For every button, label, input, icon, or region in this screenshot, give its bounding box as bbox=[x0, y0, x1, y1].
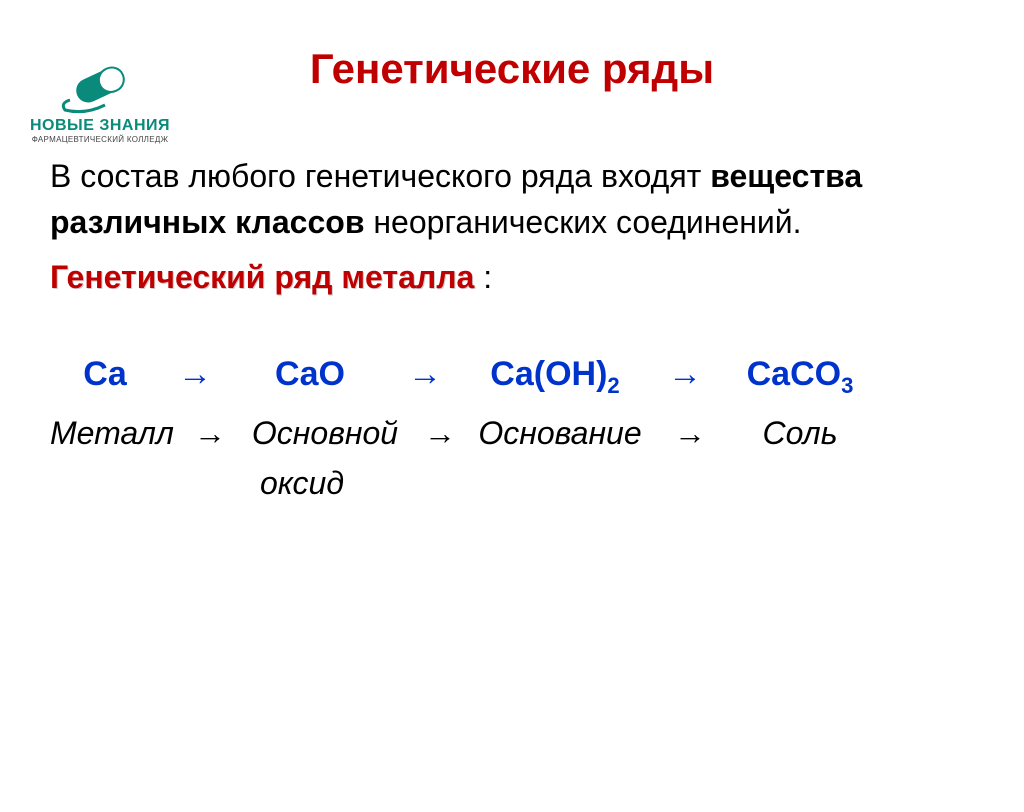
arrow-icon: → bbox=[390, 350, 460, 399]
metal-series-heading: Генетический ряд металла : bbox=[50, 254, 974, 300]
logo-title: НОВЫЕ ЗНАНИЯ bbox=[20, 117, 180, 135]
label-row-2: оксид bbox=[50, 460, 974, 506]
intro-paragraph: В состав любого генетического ряда входя… bbox=[50, 153, 974, 246]
arrow-icon: → bbox=[660, 410, 720, 456]
formula-caco3: CaCO3 bbox=[720, 350, 880, 402]
formula-caoh2: Ca(OH)2 bbox=[460, 350, 650, 402]
reaction-chain: Ca → CaO → Ca(OH)2 → CaCO3 Металл → Осно… bbox=[50, 350, 974, 507]
logo-subtitle: ФАРМАЦЕВТИЧЕСКИЙ КОЛЛЕДЖ bbox=[20, 135, 180, 144]
content-area: В состав любого генетического ряда входя… bbox=[0, 153, 1024, 507]
subheading-text: Генетический ряд металла bbox=[50, 259, 474, 295]
formula-cao: CaO bbox=[230, 350, 390, 399]
label-salt: Соль bbox=[720, 410, 880, 456]
subheading-colon: : bbox=[474, 259, 492, 295]
intro-part2: неорганических соединений. bbox=[364, 204, 801, 240]
arrow-icon: → bbox=[190, 410, 230, 456]
logo-icon bbox=[55, 55, 145, 115]
label-base: Основание bbox=[460, 410, 660, 456]
label-metal: Металл bbox=[50, 410, 190, 456]
label-row: Металл → Основной → Основание → Соль bbox=[50, 410, 974, 456]
arrow-icon: → bbox=[650, 350, 720, 399]
arrow-icon: → bbox=[420, 410, 460, 456]
formula-ca: Ca bbox=[50, 350, 160, 399]
intro-part1: В состав любого генетического ряда входя… bbox=[50, 158, 710, 194]
formula-row: Ca → CaO → Ca(OH)2 → CaCO3 bbox=[50, 350, 974, 402]
label-oxide: оксид bbox=[260, 465, 344, 501]
logo-area: НОВЫЕ ЗНАНИЯ ФАРМАЦЕВТИЧЕСКИЙ КОЛЛЕДЖ bbox=[20, 55, 180, 144]
arrow-icon: → bbox=[160, 350, 230, 399]
label-basic-oxide: Основной bbox=[230, 410, 420, 456]
